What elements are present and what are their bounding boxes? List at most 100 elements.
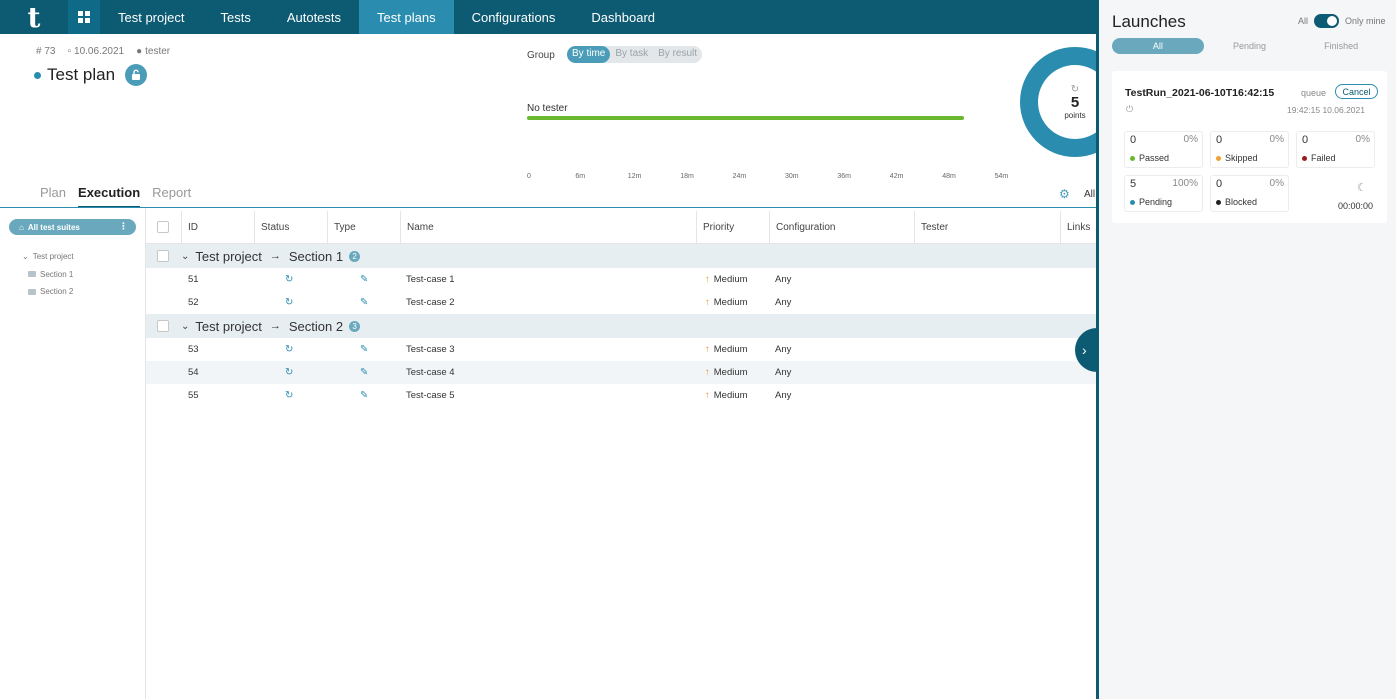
plan-title: Test plan <box>47 65 116 84</box>
stat-pct: 0% <box>1355 134 1370 145</box>
group-by-task[interactable]: By task <box>615 48 649 59</box>
timeline-tick: 0 <box>527 173 531 180</box>
folder-icon <box>28 271 36 278</box>
timeline-tick: 42m <box>889 173 904 180</box>
stat-blocked: 0 0% Blocked <box>1210 175 1289 212</box>
col-priority[interactable]: Priority <box>697 211 770 243</box>
only-mine-switch[interactable] <box>1314 14 1340 28</box>
stat-label-wrap: Blocked <box>1216 197 1257 207</box>
col-name[interactable]: Name <box>401 211 697 243</box>
cell-configuration: Any <box>775 367 792 378</box>
calendar-icon: ▫ <box>67 46 72 57</box>
nav-test-plans[interactable]: Test plans <box>359 0 454 34</box>
filter-pending-launches[interactable]: Pending <box>1232 41 1267 51</box>
nav-dashboard[interactable]: Dashboard <box>591 9 656 25</box>
tree-item-label: Section 2 <box>40 287 74 297</box>
chevron-right-icon: › <box>1082 342 1087 358</box>
launches-filter: All Pending Finished <box>1112 38 1387 54</box>
tab-report[interactable]: Report <box>152 185 192 200</box>
cell-id: 55 <box>188 390 199 401</box>
tab-execution[interactable]: Execution <box>78 185 141 208</box>
priority-label: Medium <box>713 390 748 401</box>
col-type[interactable]: Type <box>328 211 401 243</box>
group-checkbox[interactable] <box>157 250 169 262</box>
stat-label: Skipped <box>1225 153 1258 163</box>
arrow-up-icon: ↑ <box>705 297 710 308</box>
cell-priority: ↑ Medium <box>705 390 748 401</box>
cell-name[interactable]: Test-case 1 <box>406 274 455 285</box>
priority-label: Medium <box>713 274 748 285</box>
launches-panel: Launches All Only mine All Pending Finis… <box>1096 0 1396 699</box>
cancel-button[interactable]: Cancel <box>1335 84 1378 99</box>
group-section: Section 2 <box>288 318 344 334</box>
stat-label: Failed <box>1311 153 1336 163</box>
app-logo[interactable]: t <box>27 0 41 34</box>
chevron-down-icon: ⌄ <box>22 252 29 262</box>
select-all-checkbox[interactable] <box>157 221 169 233</box>
cell-configuration: Any <box>775 344 792 355</box>
filter-all-launches[interactable]: All <box>1112 38 1204 54</box>
stat-passed: 0 0% Passed <box>1124 131 1203 168</box>
col-id[interactable]: ID <box>182 211 255 243</box>
gear-icon[interactable]: ⚙ <box>1059 187 1070 201</box>
apps-grid-icon[interactable] <box>68 0 100 34</box>
plan-tabs: Plan Execution Report <box>40 185 191 208</box>
col-configuration[interactable]: Configuration <box>770 211 915 243</box>
tree-item-section-2[interactable]: Section 2 <box>22 283 74 301</box>
tree-root[interactable]: ⌄ Test project <box>22 248 74 266</box>
group-row-section-2[interactable]: ⌄ Test project → Section 2 3 <box>146 314 1096 338</box>
filter-all[interactable]: All <box>1084 189 1096 200</box>
table-row[interactable]: 53 ↻ ✎ Test-case 3 ↑ Medium Any <box>146 338 1096 361</box>
group-checkbox[interactable] <box>157 320 169 332</box>
launches-scope-toggle: All Only mine <box>1298 14 1386 28</box>
table-row[interactable]: 52 ↻ ✎ Test-case 2 ↑ Medium Any <box>146 291 1096 314</box>
cell-name[interactable]: Test-case 4 <box>406 367 455 378</box>
unlock-button[interactable] <box>125 64 148 86</box>
group-by-time[interactable]: By time <box>567 46 611 63</box>
all-test-suites-button[interactable]: ⌂ All test suites ⋮ <box>9 219 136 235</box>
test-points-table: ID Status Type Name Priority Configurati… <box>146 211 1096 407</box>
run-elapsed: 00:00:00 <box>1338 201 1374 211</box>
timeline-tick: 6m <box>575 173 586 180</box>
cell-id: 52 <box>188 297 199 308</box>
nav-configurations[interactable]: Configurations <box>471 9 556 25</box>
group-row-section-1[interactable]: ⌄ Test project → Section 1 2 <box>146 244 1096 268</box>
select-all-cell <box>146 211 182 243</box>
table-row[interactable]: 51 ↻ ✎ Test-case 1 ↑ Medium Any <box>146 268 1096 291</box>
launches-title: Launches <box>1112 12 1186 31</box>
col-status[interactable]: Status <box>255 211 328 243</box>
tab-plan[interactable]: Plan <box>40 185 67 200</box>
points-value: 5 <box>1070 93 1080 111</box>
col-links[interactable]: Links <box>1067 221 1091 233</box>
cell-name[interactable]: Test-case 2 <box>406 297 455 308</box>
passed-dot <box>1130 155 1135 161</box>
cell-name[interactable]: Test-case 5 <box>406 390 455 401</box>
stat-skipped: 0 0% Skipped <box>1210 131 1289 168</box>
tree-item-section-1[interactable]: Section 1 <box>22 266 74 284</box>
pending-dot <box>1130 199 1135 205</box>
suite-tree: ⌄ Test project Section 1 Section 2 <box>22 248 74 301</box>
group-section: Section 1 <box>288 248 344 264</box>
filter-finished-launches[interactable]: Finished <box>1324 41 1359 51</box>
group-count-badge: 2 <box>349 250 361 262</box>
col-tester[interactable]: Tester <box>915 211 1061 243</box>
nav-tests[interactable]: Tests <box>220 9 251 25</box>
group-by-result[interactable]: By result <box>658 48 698 59</box>
nav-test-project[interactable]: Test project <box>118 9 185 25</box>
nav-autotests[interactable]: Autotests <box>286 9 342 25</box>
refresh-icon[interactable]: ↻ <box>1070 83 1080 95</box>
chevron-down-icon[interactable]: ⌄ <box>181 320 190 332</box>
stat-pct: 0% <box>1183 134 1198 145</box>
more-icon[interactable]: ⋮ <box>119 221 128 231</box>
run-state: queue <box>1301 88 1327 98</box>
table-header: ID Status Type Name Priority Configurati… <box>146 211 1096 244</box>
pending-status-icon: ↻ <box>285 274 294 285</box>
run-name[interactable]: TestRun_2021-06-10T16:42:15 <box>1125 87 1275 99</box>
cell-priority: ↑ Medium <box>705 274 748 285</box>
table-row[interactable]: 54 ↻ ✎ Test-case 4 ↑ Medium Any <box>146 361 1096 384</box>
timeline-tick: 54m <box>994 173 1009 180</box>
table-row[interactable]: 55 ↻ ✎ Test-case 5 ↑ Medium Any <box>146 384 1096 407</box>
cell-name[interactable]: Test-case 3 <box>406 344 455 355</box>
chevron-down-icon[interactable]: ⌄ <box>181 250 190 262</box>
timeline-tick: 12m <box>627 173 642 180</box>
